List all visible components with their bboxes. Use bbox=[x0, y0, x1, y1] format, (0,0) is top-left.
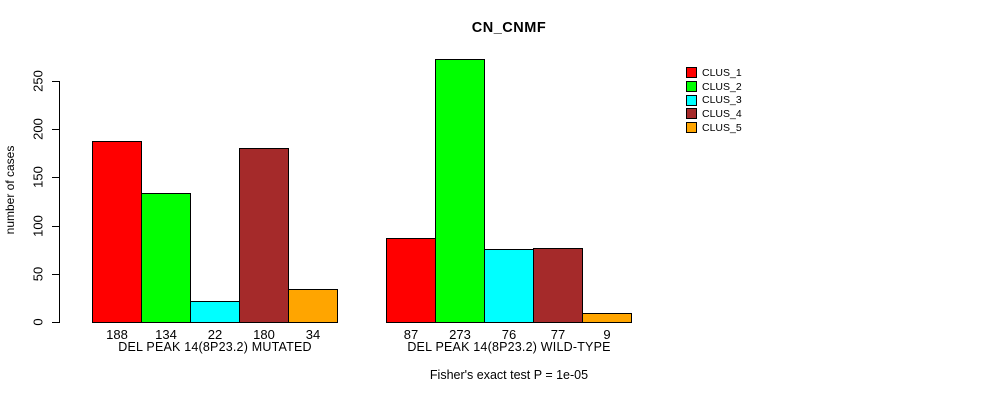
y-axis-tick-label: 0 bbox=[30, 318, 46, 326]
legend-swatch-clus-2 bbox=[686, 81, 697, 93]
y-axis-tick bbox=[52, 322, 59, 323]
y-axis-line bbox=[59, 81, 60, 323]
bar-value-label: 34 bbox=[305, 327, 321, 342]
chart-title: CN_CNMF bbox=[471, 20, 547, 36]
bar-value-label: 87 bbox=[403, 327, 419, 342]
bar-clus_4-group2 bbox=[533, 248, 583, 323]
legend-label: CLUS_5 bbox=[702, 121, 742, 134]
legend-item-clus-1: CLUS_1 bbox=[686, 66, 742, 80]
legend-label: CLUS_2 bbox=[702, 80, 742, 93]
y-axis-tick bbox=[52, 129, 59, 131]
bar-clus_3-group1 bbox=[190, 301, 240, 323]
y-axis-tick bbox=[52, 273, 59, 275]
x-category-label-wild-type: DEL PEAK 14(8P23.2) WILD-TYPE bbox=[407, 340, 611, 354]
fisher-test-annotation: Fisher's exact test P = 1e-05 bbox=[429, 368, 589, 382]
legend-swatch-clus-3 bbox=[686, 94, 697, 106]
legend-label: CLUS_4 bbox=[702, 107, 742, 120]
y-axis-tick-label: 100 bbox=[30, 214, 46, 237]
bar-clus_3-group2 bbox=[484, 249, 534, 323]
y-axis-tick-label: 150 bbox=[30, 166, 46, 189]
y-axis-tick-label: 250 bbox=[30, 70, 46, 92]
legend-label: CLUS_3 bbox=[702, 94, 742, 107]
legend-swatch-clus-4 bbox=[686, 108, 697, 120]
bar-clus_1-group1 bbox=[92, 141, 142, 323]
bar-value-label: 9 bbox=[603, 327, 611, 342]
bar-value-label: 77 bbox=[550, 327, 566, 342]
bar-value-label: 273 bbox=[449, 327, 471, 342]
bar-clus_5-group2 bbox=[582, 313, 632, 323]
bar-clus_4-group1 bbox=[239, 148, 289, 323]
bar-clus_5-group1 bbox=[288, 289, 338, 323]
bar-clus_1-group2 bbox=[386, 238, 436, 323]
bar-value-label: 180 bbox=[253, 327, 275, 342]
legend-item-clus-2: CLUS_2 bbox=[686, 80, 742, 94]
bar-value-label: 22 bbox=[207, 327, 223, 342]
legend-item-clus-5: CLUS_5 bbox=[686, 121, 742, 135]
bar-clus_2-group2 bbox=[435, 59, 485, 323]
legend: CLUS_1 CLUS_2 CLUS_3 CLUS_4 CLUS_5 bbox=[686, 66, 742, 134]
y-axis-tick-label: 50 bbox=[30, 266, 46, 282]
bar-clus_2-group1 bbox=[141, 193, 191, 323]
legend-swatch-clus-1 bbox=[686, 67, 697, 79]
legend-item-clus-4: CLUS_4 bbox=[686, 107, 742, 121]
y-axis-label: number of cases bbox=[3, 145, 17, 235]
x-category-label-mutated: DEL PEAK 14(8P23.2) MUTATED bbox=[118, 340, 312, 354]
legend-swatch-clus-5 bbox=[686, 122, 697, 134]
legend-item-clus-3: CLUS_3 bbox=[686, 93, 742, 107]
y-axis-tick bbox=[52, 177, 59, 179]
y-axis-tick-label: 200 bbox=[30, 118, 46, 141]
bar-value-label: 76 bbox=[501, 327, 517, 342]
y-axis-tick bbox=[52, 81, 59, 82]
bar-value-label: 188 bbox=[106, 327, 128, 342]
legend-label: CLUS_1 bbox=[702, 66, 742, 79]
y-axis-tick bbox=[52, 225, 59, 227]
bar-value-label: 134 bbox=[155, 327, 177, 342]
